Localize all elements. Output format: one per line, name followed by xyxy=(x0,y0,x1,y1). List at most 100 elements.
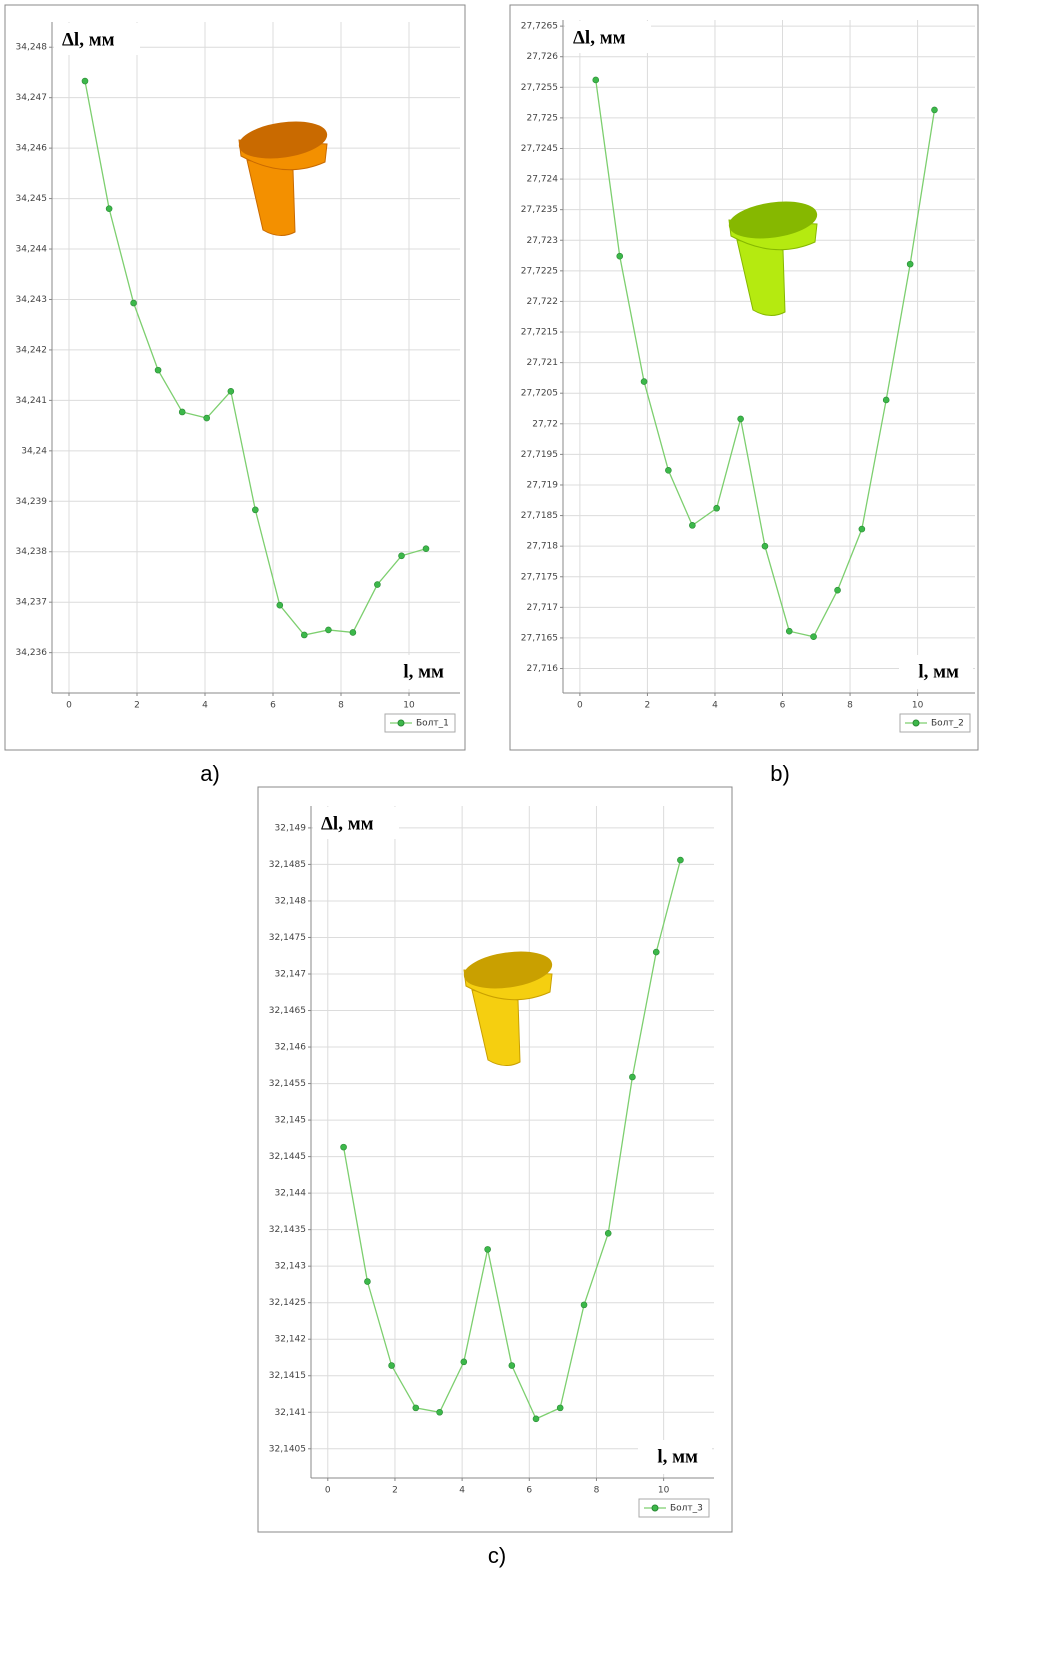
y-tick-label: 27,7215 xyxy=(521,328,558,338)
data-point xyxy=(557,1405,563,1411)
legend-label: Болт_2 xyxy=(931,719,964,729)
y-tick-label: 27,72 xyxy=(532,419,558,429)
y-tick-label: 27,7255 xyxy=(521,83,558,93)
y-tick-label: 32,1475 xyxy=(269,933,306,943)
y-tick-label: 34,24 xyxy=(21,446,47,456)
data-point xyxy=(786,628,792,634)
data-point xyxy=(106,206,112,212)
x-tick-label: 0 xyxy=(66,701,72,711)
data-point xyxy=(605,1230,611,1236)
data-point xyxy=(689,522,695,528)
data-point xyxy=(509,1363,515,1369)
x-tick-label: 6 xyxy=(780,701,786,711)
data-point xyxy=(228,388,234,394)
data-point xyxy=(907,261,913,267)
data-point xyxy=(325,627,331,633)
y-tick-label: 32,141 xyxy=(275,1408,307,1418)
data-point xyxy=(301,632,307,638)
y-tick-label: 32,1485 xyxy=(269,860,306,870)
y-tick-label: 34,243 xyxy=(16,295,48,305)
y-tick-label: 32,1435 xyxy=(269,1225,306,1235)
data-point xyxy=(179,409,185,415)
x-tick-label: 10 xyxy=(658,1486,670,1496)
data-point xyxy=(341,1144,347,1150)
y-tick-label: 34,236 xyxy=(16,648,48,658)
data-point xyxy=(155,367,161,373)
y-tick-label: 32,145 xyxy=(275,1116,307,1126)
y-tick-label: 27,7205 xyxy=(521,389,558,399)
data-point xyxy=(389,1363,395,1369)
y-tick-label: 27,717 xyxy=(527,603,559,613)
figure: 34,23634,23734,23834,23934,2434,24134,24… xyxy=(0,0,1040,1667)
data-point xyxy=(252,507,258,513)
x-tick-label: 6 xyxy=(526,1486,532,1496)
y-tick-label: 27,7235 xyxy=(521,205,558,215)
y-tick-label: 27,7185 xyxy=(521,511,558,521)
data-point xyxy=(413,1405,419,1411)
y-tick-label: 34,237 xyxy=(16,598,48,608)
legend-label: Болт_3 xyxy=(670,1504,703,1514)
x-tick-label: 2 xyxy=(392,1486,398,1496)
legend-marker xyxy=(652,1505,658,1511)
x-tick-label: 0 xyxy=(325,1486,331,1496)
chart-frame xyxy=(258,787,732,1532)
x-tick-label: 8 xyxy=(594,1486,600,1496)
x-tick-label: 8 xyxy=(338,701,344,711)
data-point xyxy=(437,1409,443,1415)
y-tick-label: 27,7225 xyxy=(521,266,558,276)
x-tick-label: 10 xyxy=(912,701,924,711)
x-tick-label: 2 xyxy=(134,701,140,711)
y-tick-label: 27,7195 xyxy=(521,450,558,460)
legend-marker xyxy=(398,720,404,726)
y-tick-label: 32,149 xyxy=(275,823,307,833)
caption: c) xyxy=(488,1543,506,1568)
data-point xyxy=(641,379,647,385)
y-axis-label: Δl, мм xyxy=(62,29,115,50)
data-point xyxy=(399,553,405,559)
data-point xyxy=(835,587,841,593)
x-tick-label: 0 xyxy=(577,701,583,711)
y-tick-label: 34,244 xyxy=(16,245,48,255)
data-point xyxy=(811,634,817,640)
y-tick-label: 27,7175 xyxy=(521,572,558,582)
y-tick-label: 32,144 xyxy=(275,1189,307,1199)
data-point xyxy=(277,602,283,608)
y-tick-label: 32,1425 xyxy=(269,1298,306,1308)
data-point xyxy=(883,397,889,403)
y-tick-label: 32,1455 xyxy=(269,1079,306,1089)
x-tick-label: 2 xyxy=(645,701,651,711)
y-tick-label: 27,7245 xyxy=(521,144,558,154)
legend-label: Болт_1 xyxy=(416,719,449,729)
data-point xyxy=(423,546,429,552)
data-point xyxy=(677,857,683,863)
y-tick-label: 27,7165 xyxy=(521,633,558,643)
y-tick-label: 27,721 xyxy=(527,358,559,368)
y-tick-label: 27,724 xyxy=(527,175,559,185)
data-point xyxy=(82,78,88,84)
x-tick-label: 6 xyxy=(270,701,276,711)
data-point xyxy=(714,505,720,511)
y-tick-label: 34,241 xyxy=(16,396,48,406)
y-tick-label: 27,718 xyxy=(527,542,559,552)
data-point xyxy=(131,300,137,306)
x-axis-label: l, мм xyxy=(657,1446,698,1467)
data-point xyxy=(931,107,937,113)
x-axis-label: l, мм xyxy=(918,661,959,682)
y-tick-label: 27,722 xyxy=(527,297,559,307)
y-tick-label: 34,248 xyxy=(16,43,48,53)
data-point xyxy=(533,1416,539,1422)
x-axis-label: l, мм xyxy=(403,661,444,682)
y-tick-label: 27,723 xyxy=(527,236,559,246)
legend-marker xyxy=(913,720,919,726)
chart-frame xyxy=(5,5,465,750)
data-point xyxy=(485,1246,491,1252)
y-tick-label: 32,1465 xyxy=(269,1006,306,1016)
y-tick-label: 27,716 xyxy=(527,664,559,674)
y-tick-label: 34,247 xyxy=(16,93,48,103)
y-axis-label: Δl, мм xyxy=(321,813,374,834)
y-tick-label: 27,7265 xyxy=(521,22,558,32)
data-point xyxy=(364,1279,370,1285)
data-point xyxy=(593,77,599,83)
data-point xyxy=(350,629,356,635)
data-point xyxy=(859,526,865,532)
